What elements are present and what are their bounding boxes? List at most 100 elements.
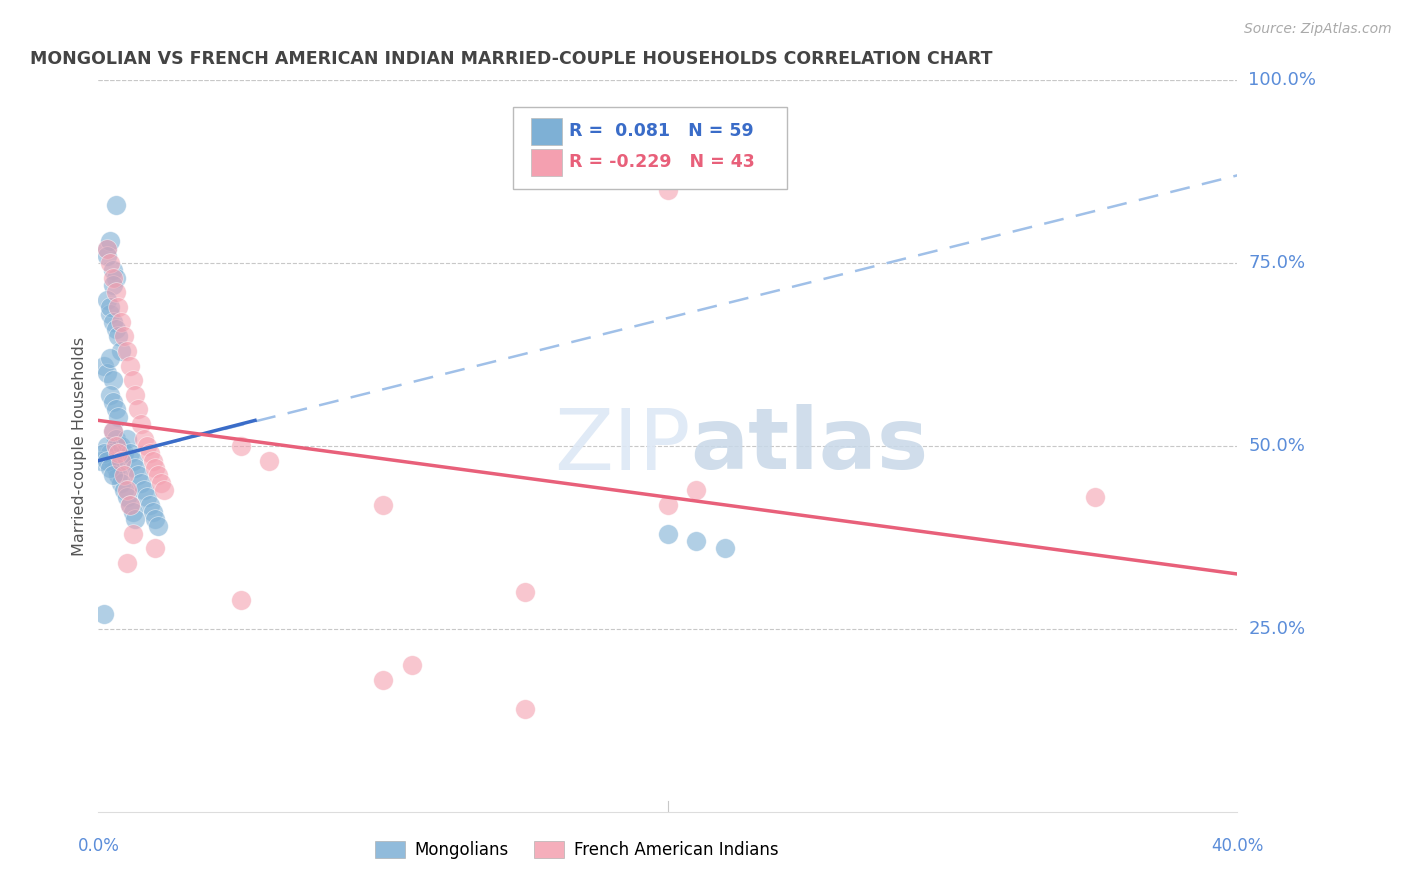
Point (96, 366, 118, 380)
Legend: Mongolians, French American Indians: Mongolians, French American Indians (368, 834, 786, 865)
Text: R =  0.081   N = 59: R = 0.081 N = 59 (569, 122, 754, 140)
Point (104, 285, 127, 300)
Point (104, 461, 127, 475)
Point (138, 446, 160, 460)
Point (101, 395, 124, 409)
Point (127, 402, 149, 417)
Point (115, 343, 138, 358)
Point (124, 512, 146, 526)
Text: 50.0%: 50.0% (1249, 437, 1305, 455)
Point (138, 498, 160, 512)
Text: 100.0%: 100.0% (1249, 71, 1316, 89)
Point (93, 359, 115, 373)
Text: 0.0%: 0.0% (77, 837, 120, 855)
Point (145, 461, 167, 475)
Point (98, 300, 121, 314)
Point (115, 432, 138, 446)
Text: R = -0.229   N = 43: R = -0.229 N = 43 (569, 153, 755, 171)
Point (118, 446, 141, 460)
Point (101, 468, 124, 483)
Point (101, 315, 124, 329)
Point (101, 263, 124, 277)
Point (124, 461, 146, 475)
Point (121, 505, 143, 519)
Point (98, 388, 121, 402)
Point (101, 425, 124, 439)
Point (148, 519, 170, 533)
Point (107, 300, 129, 314)
Point (118, 498, 141, 512)
Point (657, 183, 679, 197)
Point (112, 329, 135, 343)
Point (107, 446, 129, 460)
Point (121, 453, 143, 467)
Point (96, 249, 118, 263)
Point (104, 197, 127, 211)
Point (96, 242, 118, 256)
Point (104, 439, 127, 453)
Point (373, 498, 395, 512)
Point (115, 490, 138, 504)
Point (110, 475, 132, 490)
Point (98, 461, 121, 475)
Point (98, 234, 121, 248)
Point (118, 359, 141, 373)
Point (685, 483, 707, 497)
Point (93, 607, 115, 622)
Point (714, 541, 737, 556)
Point (101, 278, 124, 293)
Point (107, 468, 129, 483)
Point (101, 453, 124, 467)
Point (112, 483, 135, 497)
Point (107, 409, 129, 424)
Y-axis label: Married-couple Households: Married-couple Households (72, 336, 87, 556)
Point (657, 526, 679, 541)
Point (132, 432, 155, 446)
Point (107, 329, 129, 343)
Point (141, 453, 163, 467)
Point (132, 483, 155, 497)
Point (1084, 490, 1107, 504)
Point (96, 293, 118, 307)
Point (96, 453, 118, 467)
Text: MONGOLIAN VS FRENCH AMERICAN INDIAN MARRIED-COUPLE HOUSEHOLDS CORRELATION CHART: MONGOLIAN VS FRENCH AMERICAN INDIAN MARR… (30, 50, 993, 68)
Point (150, 475, 173, 490)
Point (515, 702, 537, 716)
Point (115, 483, 138, 497)
Point (101, 373, 124, 387)
Point (104, 402, 127, 417)
Point (515, 585, 537, 599)
Point (98, 307, 121, 321)
Point (145, 541, 167, 556)
Point (145, 512, 167, 526)
Point (110, 315, 132, 329)
Text: 40.0%: 40.0% (1211, 837, 1264, 855)
Point (229, 592, 252, 607)
Point (104, 322, 127, 336)
Point (112, 446, 135, 460)
Point (98, 351, 121, 366)
Point (135, 439, 157, 453)
Point (129, 475, 152, 490)
Point (148, 468, 170, 483)
Point (98, 446, 121, 460)
Point (112, 468, 135, 483)
Point (110, 343, 132, 358)
Point (115, 556, 138, 570)
Point (153, 483, 176, 497)
Point (121, 373, 143, 387)
Point (401, 658, 423, 673)
Point (229, 439, 252, 453)
Point (118, 498, 141, 512)
Point (141, 505, 163, 519)
Point (657, 498, 679, 512)
Point (93, 446, 115, 460)
Point (259, 453, 281, 467)
Point (135, 490, 157, 504)
Point (101, 425, 124, 439)
Point (685, 534, 707, 549)
Point (107, 439, 129, 453)
Point (90, 453, 112, 467)
Point (129, 417, 152, 431)
Text: 25.0%: 25.0% (1249, 620, 1306, 638)
